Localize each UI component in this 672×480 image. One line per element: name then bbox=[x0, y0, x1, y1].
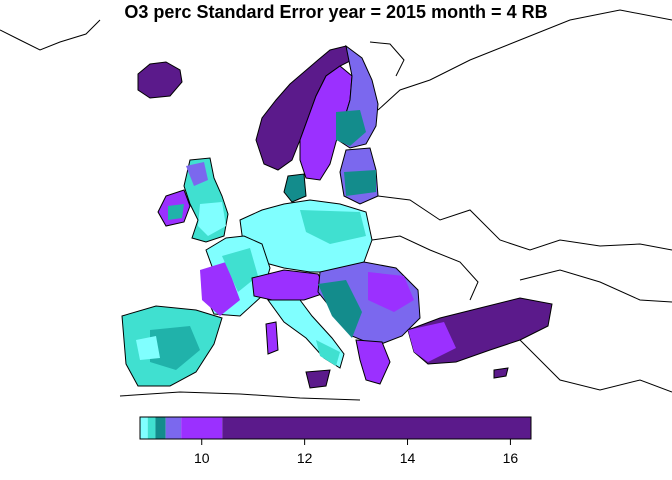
legend-tick-label-1: 12 bbox=[297, 450, 313, 466]
legend-frame bbox=[139, 416, 532, 440]
greenland-outline bbox=[0, 19, 101, 51]
cyprus-region bbox=[493, 367, 509, 379]
map-title: O3 perc Standard Error year = 2015 month… bbox=[124, 2, 548, 22]
caucasus-outline bbox=[519, 269, 672, 303]
gb-light-patch bbox=[198, 202, 226, 236]
legend-bin-2 bbox=[155, 417, 166, 439]
legend-bin-3 bbox=[165, 417, 182, 439]
turkey-west-patch bbox=[408, 322, 456, 362]
iberia-dark-patch bbox=[150, 326, 200, 370]
middle-east-outline bbox=[519, 339, 672, 393]
sardinia-region bbox=[265, 321, 279, 355]
north-africa-outline bbox=[119, 391, 361, 401]
ukraine-outline bbox=[371, 235, 479, 301]
iceland-region bbox=[137, 61, 183, 99]
legend-tick-label-0: 10 bbox=[194, 450, 210, 466]
ireland-teal-patch bbox=[168, 204, 184, 220]
legend-bin-1 bbox=[147, 417, 156, 439]
italy-south-patch bbox=[316, 340, 340, 366]
norway-region bbox=[255, 45, 357, 171]
eastern-outline bbox=[377, 195, 672, 251]
finland-south-patch bbox=[336, 110, 366, 146]
legend-bin-4 bbox=[181, 417, 223, 439]
legend-tick-label-3: 16 bbox=[503, 450, 519, 466]
alps-region bbox=[251, 269, 329, 301]
denmark-region bbox=[283, 173, 307, 203]
svalbard-outline bbox=[369, 41, 405, 77]
europe-map bbox=[0, 9, 672, 401]
romania-purple-patch bbox=[368, 272, 414, 312]
baltic-teal-patch bbox=[344, 170, 376, 196]
sicily-region bbox=[305, 369, 331, 389]
iberia-light-patch bbox=[136, 336, 160, 360]
france-teal-patch bbox=[222, 248, 258, 292]
legend-tick-label-2: 14 bbox=[400, 450, 416, 466]
legend-bin-0 bbox=[140, 417, 148, 439]
gb-purple-patch bbox=[186, 162, 208, 186]
legend-bin-5 bbox=[222, 417, 531, 439]
central-cyan-patch bbox=[300, 210, 366, 244]
colorbar-legend: 10 12 14 16 bbox=[139, 416, 532, 466]
balkans-teal-patch bbox=[318, 280, 362, 338]
russia-outline bbox=[377, 9, 672, 111]
france-purple-patch bbox=[200, 262, 240, 316]
greece-region bbox=[355, 339, 391, 385]
